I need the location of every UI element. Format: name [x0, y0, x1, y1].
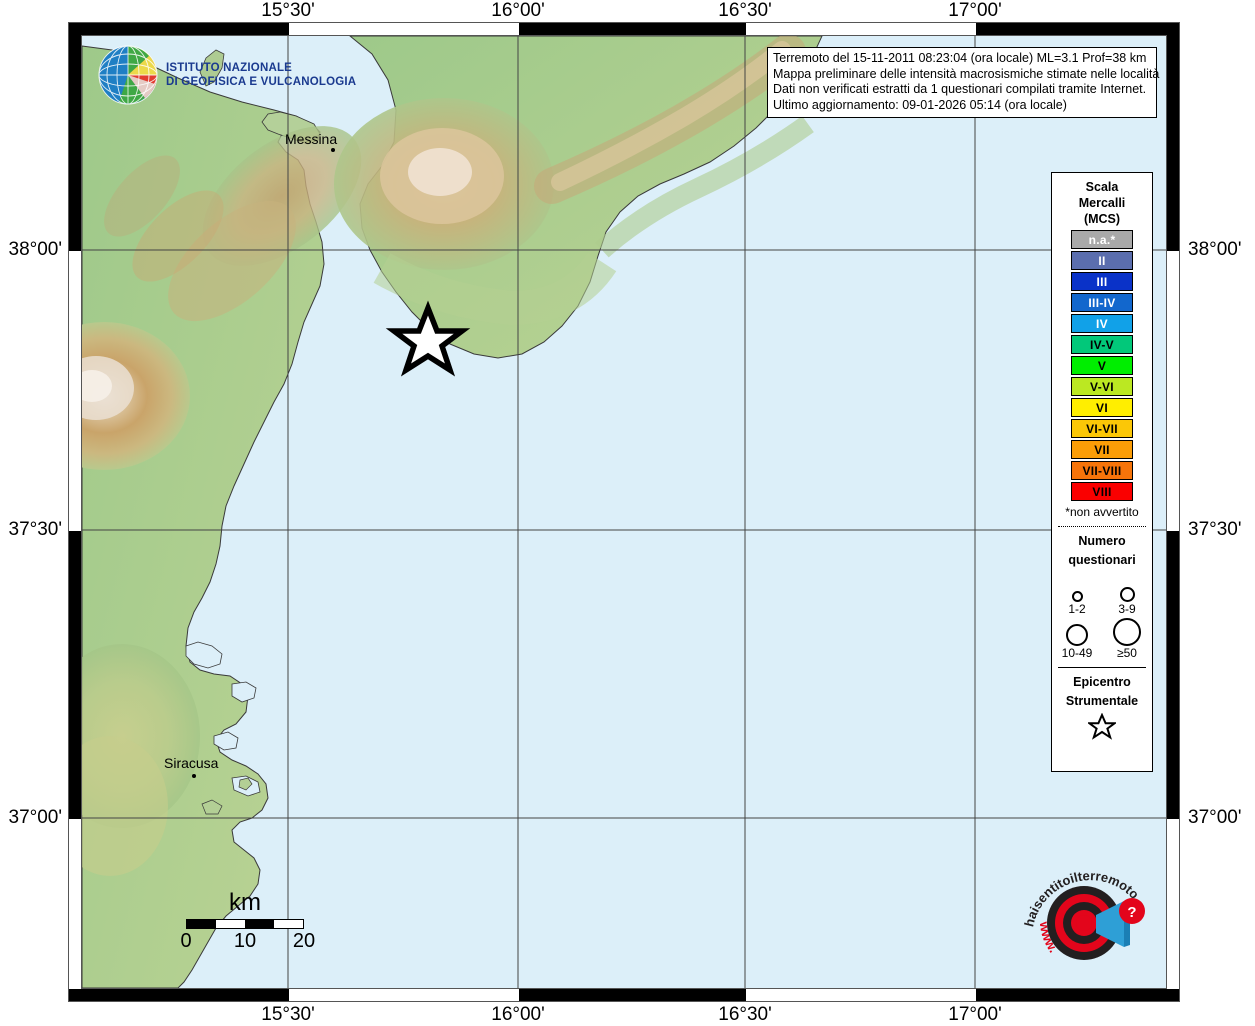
axis-tick-bottom-0: 15°30'	[261, 1004, 315, 1025]
mcs-swatch-v-vi[interactable]: V-VI	[1071, 377, 1133, 396]
info-line-updated: Ultimo aggiornamento: 09-01-2026 05:14 (…	[773, 97, 1067, 112]
legend-panel: Scala Mercalli (MCS) n.a.* II III III-IV IV I…	[1051, 172, 1153, 772]
legend-title: Scala Mercalli (MCS)	[1052, 179, 1152, 227]
questionnaire-title-line2: questionari	[1068, 553, 1136, 567]
mcs-swatch-n-a-[interactable]: n.a.*	[1071, 230, 1133, 249]
questionnaire-circle-icon	[1119, 587, 1135, 602]
mcs-swatch-iii[interactable]: III	[1071, 272, 1133, 291]
axis-tick-top-1: 16°00'	[491, 0, 545, 21]
axis-tick-right-1: 37°30'	[1188, 519, 1242, 540]
axis-tick-left-0: 38°00'	[8, 239, 63, 260]
city-marker-messina	[331, 148, 335, 152]
axis-tick-bottom-1: 16°00'	[491, 1004, 545, 1025]
epicenter-star[interactable]	[385, 300, 471, 377]
axis-segment-right-0	[1167, 23, 1179, 251]
svg-text:?: ?	[1127, 904, 1136, 921]
scale-bar-label-0: 0	[180, 930, 192, 952]
map-terrain	[82, 36, 1166, 988]
scale-bar-label-2: 20	[292, 930, 316, 952]
axis-segment-top-0	[69, 23, 289, 35]
questionnaire-class-list: 1-2 3-9 10-49 ≥50	[1052, 572, 1152, 660]
mcs-swatch-vii-viii[interactable]: VII-VIII	[1071, 461, 1133, 480]
questionnaire-circle-icon	[1066, 624, 1088, 646]
questionnaire-class-label: 10-49	[1061, 646, 1093, 660]
mcs-swatch-vi-vii[interactable]: VI-VII	[1071, 419, 1133, 438]
epicenter-legend-title: Epicentro Strumentale	[1052, 673, 1152, 711]
legend-divider-1	[1058, 526, 1146, 527]
axis-segment-bottom-4	[976, 989, 1179, 1001]
mcs-swatch-iv-v[interactable]: IV-V	[1071, 335, 1133, 354]
legend-title-line3: (MCS)	[1083, 212, 1121, 226]
haisentitoilterremoto-watermark[interactable]: ? haisentitoilterremoto www.	[1018, 855, 1158, 990]
questionnaire-class-2: 10-49	[1052, 616, 1102, 660]
axis-tick-left-1: 37°30'	[8, 519, 63, 540]
graticule	[82, 36, 1166, 988]
scale-bar-label-1: 10	[233, 930, 257, 952]
city-marker-siracusa	[192, 774, 196, 778]
mcs-swatch-vi[interactable]: VI	[1071, 398, 1133, 417]
questionnaire-title-line1: Numero	[1078, 534, 1126, 548]
axis-tick-bottom-3: 17°00'	[948, 1004, 1002, 1025]
axis-tick-right-0: 38°00'	[1188, 239, 1242, 260]
scale-bar-unit: km	[229, 889, 261, 916]
questionnaire-circle-icon	[1071, 591, 1083, 602]
info-line-data: Dati non verificati estratti da 1 questi…	[773, 82, 1147, 96]
questionnaire-title: Numero questionari	[1052, 532, 1152, 570]
axis-segment-right-2	[1167, 531, 1179, 819]
legend-title-line2: Mercalli	[1078, 196, 1126, 210]
questionnaire-class-3: ≥50	[1102, 616, 1152, 660]
map-frame	[68, 22, 1180, 1002]
ingv-logo-text: ISTITUTO NAZIONALE DI GEOFISICA E VULCAN…	[166, 61, 356, 89]
scale-bar: km 0 10 20	[180, 889, 315, 954]
mcs-swatch-vii[interactable]: VII	[1071, 440, 1133, 459]
spacer	[1052, 572, 1102, 591]
spacer	[1102, 572, 1152, 587]
map-canvas[interactable]: Messina Siracusa	[82, 36, 1166, 988]
axis-tick-top-0: 15°30'	[261, 0, 315, 21]
axis-segment-bottom-0	[69, 989, 289, 1001]
epicenter-legend-star-icon	[1086, 712, 1118, 745]
city-label-siracusa: Siracusa	[164, 755, 219, 771]
axis-segment-left-0	[69, 23, 81, 251]
city-label-messina: Messina	[285, 131, 338, 147]
axis-tick-bottom-2: 16°30'	[718, 1004, 772, 1025]
axis-segment-top-2	[519, 23, 746, 35]
ingv-logo: ISTITUTO NAZIONALE DI GEOFISICA E VULCAN…	[97, 44, 356, 106]
questionnaire-circle-icon	[1113, 618, 1141, 646]
info-line-event: Terremoto del 15-11-2011 08:23:04 (ora l…	[773, 51, 1147, 65]
axis-tick-left-2: 37°00'	[8, 807, 63, 828]
questionnaire-class-1: 3-9	[1102, 572, 1152, 616]
landmass-sicily	[82, 45, 362, 988]
legend-footnote: *non avvertito	[1065, 505, 1139, 519]
info-line-map: Mappa preliminare delle intensità macros…	[773, 66, 1160, 81]
earthquake-info-box: Terremoto del 15-11-2011 08:23:04 (ora l…	[767, 47, 1160, 118]
legend-title-line1: Scala	[1085, 180, 1119, 194]
axis-segment-left-2	[69, 531, 81, 819]
legend-divider-2	[1058, 667, 1146, 668]
axis-tick-right-2: 37°00'	[1188, 807, 1242, 828]
questionnaire-class-0: 1-2	[1052, 572, 1102, 616]
axis-tick-top-3: 17°00'	[948, 0, 1002, 21]
epicenter-legend-line1: Epicentro	[1073, 675, 1131, 689]
questionnaire-class-label: 1-2	[1068, 602, 1086, 616]
scale-bar-labels: 0 10 20	[180, 930, 315, 954]
questionnaire-class-label: 3-9	[1118, 602, 1136, 616]
mcs-swatch-list: n.a.* II III III-IV IV IV-V V V-VI VI VI-VII VII VI…	[1052, 230, 1152, 501]
mcs-swatch-v[interactable]: V	[1071, 356, 1133, 375]
ingv-logo-line1: ISTITUTO NAZIONALE	[166, 62, 293, 74]
epicenter-legend-line2: Strumentale	[1065, 694, 1139, 708]
questionnaire-class-label: ≥50	[1117, 646, 1137, 660]
mcs-swatch-iv[interactable]: IV	[1071, 314, 1133, 333]
spacer	[1052, 616, 1102, 624]
landmass-calabria	[334, 36, 823, 359]
ingv-globe-icon	[98, 45, 158, 105]
mcs-swatch-viii[interactable]: VIII	[1071, 482, 1133, 501]
scale-bar-graphic	[186, 919, 304, 929]
axis-segment-top-4	[976, 23, 1179, 35]
ingv-logo-line2: DI GEOFISICA E VULCANOLOGIA	[166, 76, 357, 88]
mcs-swatch-ii[interactable]: II	[1071, 251, 1133, 270]
axis-tick-top-2: 16°30'	[718, 0, 772, 21]
mcs-swatch-iii-iv[interactable]: III-IV	[1071, 293, 1133, 312]
axis-segment-bottom-2	[519, 989, 746, 1001]
